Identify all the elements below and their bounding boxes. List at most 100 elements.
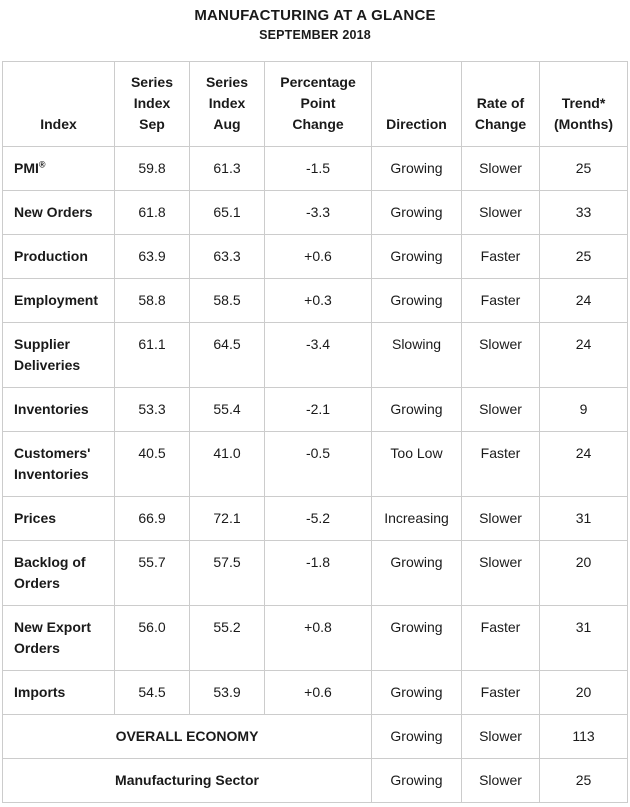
- series-index-aug-cell: 58.5: [189, 278, 265, 323]
- trend-months-cell: 113: [539, 714, 628, 759]
- manufacturing-at-a-glance-table: Index Series Index Sep Series Index Aug …: [2, 61, 628, 803]
- series-index-sep-cell: 66.9: [114, 496, 190, 541]
- rate-of-change-cell: Faster: [461, 234, 540, 279]
- percentage-point-change-cell: -3.3: [264, 190, 372, 235]
- index-cell: New Export Orders: [2, 605, 115, 671]
- direction-cell: Growing: [371, 540, 462, 606]
- page-subtitle: SEPTEMBER 2018: [259, 28, 371, 42]
- direction-cell: Growing: [371, 190, 462, 235]
- table-row: Backlog of Orders 55.7 57.5 -1.8 Growing…: [2, 540, 628, 606]
- series-index-aug-cell: 72.1: [189, 496, 265, 541]
- percentage-point-change-cell: +0.6: [264, 234, 372, 279]
- series-index-aug-cell: 57.5: [189, 540, 265, 606]
- series-index-aug-cell: 65.1: [189, 190, 265, 235]
- rate-of-change-cell: Slower: [461, 540, 540, 606]
- index-label: Production: [14, 248, 88, 264]
- direction-cell: Growing: [371, 387, 462, 432]
- rate-of-change-cell: Slower: [461, 322, 540, 388]
- trend-months-cell: 25: [539, 146, 628, 191]
- series-index-aug-cell: 41.0: [189, 431, 265, 497]
- col-header-rate: Rate of Change: [461, 61, 540, 147]
- rate-of-change-cell: Faster: [461, 670, 540, 715]
- index-label: Inventories: [14, 401, 89, 417]
- index-label: Supplier Deliveries: [14, 336, 81, 373]
- index-cell: Production: [2, 234, 115, 279]
- index-label: Prices: [14, 510, 57, 526]
- index-label: Backlog of Orders: [14, 554, 86, 591]
- direction-cell: Growing: [371, 605, 462, 671]
- series-index-sep-cell: 54.5: [114, 670, 190, 715]
- index-label: PMI: [14, 160, 39, 176]
- rate-of-change-cell: Faster: [461, 431, 540, 497]
- index-cell: Backlog of Orders: [2, 540, 115, 606]
- index-cell: Supplier Deliveries: [2, 322, 115, 388]
- index-cell: New Orders: [2, 190, 115, 235]
- percentage-point-change-cell: +0.3: [264, 278, 372, 323]
- index-label: New Export Orders: [14, 619, 92, 656]
- percentage-point-change-cell: -2.1: [264, 387, 372, 432]
- col-header-direction: Direction: [371, 61, 462, 147]
- series-index-aug-cell: 55.2: [189, 605, 265, 671]
- series-index-aug-cell: 63.3: [189, 234, 265, 279]
- trend-months-cell: 31: [539, 605, 628, 671]
- summary-label-cell: OVERALL ECONOMY: [2, 714, 372, 759]
- rate-of-change-cell: Faster: [461, 278, 540, 323]
- index-label: New Orders: [14, 204, 93, 220]
- index-cell: Imports: [2, 670, 115, 715]
- percentage-point-change-cell: +0.6: [264, 670, 372, 715]
- table-row: Supplier Deliveries 61.1 64.5 -3.4 Slowi…: [2, 322, 628, 388]
- percentage-point-change-cell: -1.8: [264, 540, 372, 606]
- rate-of-change-cell: Slower: [461, 190, 540, 235]
- series-index-sep-cell: 58.8: [114, 278, 190, 323]
- rate-of-change-cell: Slower: [461, 714, 540, 759]
- percentage-point-change-cell: -1.5: [264, 146, 372, 191]
- rate-of-change-cell: Slower: [461, 496, 540, 541]
- index-cell: Inventories: [2, 387, 115, 432]
- series-index-sep-cell: 63.9: [114, 234, 190, 279]
- trend-months-cell: 20: [539, 540, 628, 606]
- registered-mark: ®: [38, 159, 46, 170]
- col-header-change: Percentage Point Change: [264, 61, 372, 147]
- trend-months-cell: 33: [539, 190, 628, 235]
- table-row: Inventories 53.3 55.4 -2.1 Growing Slowe…: [2, 387, 628, 432]
- series-index-sep-cell: 40.5: [114, 431, 190, 497]
- summary-label-cell: Manufacturing Sector: [2, 758, 372, 803]
- table-row: Customers' Inventories 40.5 41.0 -0.5 To…: [2, 431, 628, 497]
- table-row: Prices 66.9 72.1 -5.2 Increasing Slower …: [2, 496, 628, 541]
- series-index-sep-cell: 59.8: [114, 146, 190, 191]
- col-header-series-aug: Series Index Aug: [189, 61, 265, 147]
- trend-months-cell: 24: [539, 431, 628, 497]
- series-index-sep-cell: 55.7: [114, 540, 190, 606]
- index-cell: Prices: [2, 496, 115, 541]
- series-index-sep-cell: 56.0: [114, 605, 190, 671]
- trend-months-cell: 24: [539, 278, 628, 323]
- table-row: Imports 54.5 53.9 +0.6 Growing Faster 20: [2, 670, 628, 715]
- series-index-aug-cell: 64.5: [189, 322, 265, 388]
- table-row: New Export Orders 56.0 55.2 +0.8 Growing…: [2, 605, 628, 671]
- direction-cell: Growing: [371, 758, 462, 803]
- trend-months-cell: 20: [539, 670, 628, 715]
- col-header-trend: Trend* (Months): [539, 61, 628, 147]
- summary-row: Manufacturing Sector Growing Slower 25: [2, 758, 628, 803]
- trend-months-cell: 25: [539, 758, 628, 803]
- col-header-index: Index: [2, 61, 115, 147]
- direction-cell: Growing: [371, 670, 462, 715]
- table-body: PMI® 59.8 61.3 -1.5 Growing Slower 25 Ne…: [2, 146, 628, 803]
- col-header-series-sep: Series Index Sep: [114, 61, 190, 147]
- rate-of-change-cell: Slower: [461, 146, 540, 191]
- series-index-sep-cell: 61.8: [114, 190, 190, 235]
- rate-of-change-cell: Slower: [461, 387, 540, 432]
- percentage-point-change-cell: -3.4: [264, 322, 372, 388]
- series-index-aug-cell: 55.4: [189, 387, 265, 432]
- direction-cell: Slowing: [371, 322, 462, 388]
- percentage-point-change-cell: +0.8: [264, 605, 372, 671]
- direction-cell: Growing: [371, 278, 462, 323]
- index-cell: PMI®: [2, 146, 115, 191]
- series-index-aug-cell: 53.9: [189, 670, 265, 715]
- table-row: Production 63.9 63.3 +0.6 Growing Faster…: [2, 234, 628, 279]
- index-cell: Employment: [2, 278, 115, 323]
- index-label: Employment: [14, 292, 99, 308]
- table-row: Employment 58.8 58.5 +0.3 Growing Faster…: [2, 278, 628, 323]
- percentage-point-change-cell: -0.5: [264, 431, 372, 497]
- trend-months-cell: 24: [539, 322, 628, 388]
